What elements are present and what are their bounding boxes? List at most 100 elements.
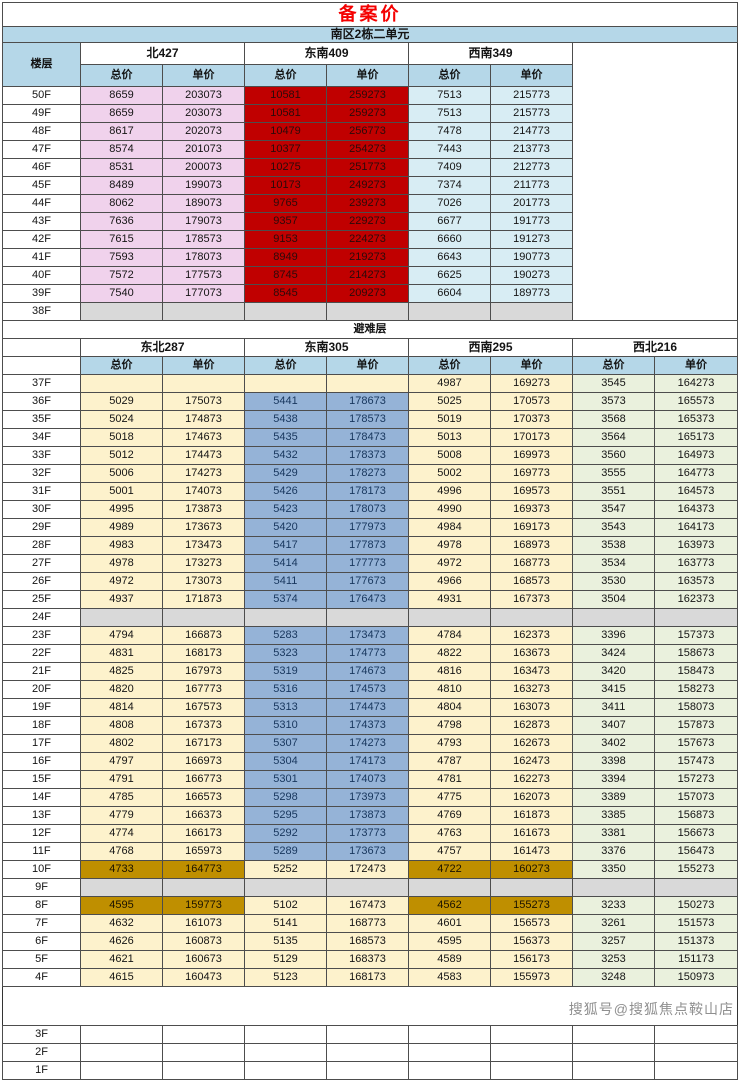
price-cell: 163473 [490,662,573,681]
price-type-header: 总价 [572,356,655,375]
table-row: 36F 5029 175073 5441 178673 5025 170573 3573 165… [2,392,739,411]
price-cell: 4562 [408,896,491,915]
table-row: 9F [2,878,739,897]
price-cell: 4793 [408,734,491,753]
price-cell: 177673 [326,572,409,591]
price-cell [572,1043,655,1062]
refuge-floor-row: 避难层 [1,320,739,339]
floor-label: 47F [2,140,81,159]
price-cell [490,878,573,897]
price-cell: 166873 [162,626,245,645]
price-cell: 174473 [162,446,245,465]
price-cell: 162673 [490,734,573,753]
floor-label [2,338,81,357]
price-cell: 5018 [80,428,163,447]
price-cell: 178073 [162,248,245,267]
price-cell: 5310 [244,716,327,735]
price-cell: 6660 [408,230,491,249]
price-cell: 5374 [244,590,327,609]
price-cell: 173873 [162,500,245,519]
price-cell: 10581 [244,104,327,123]
floor-label: 25F [2,590,81,609]
price-cell [162,1061,245,1080]
price-cell: 173673 [326,842,409,861]
price-cell: 5323 [244,644,327,663]
floor-label: 36F [2,392,81,411]
price-cell [654,986,738,1026]
price-cell: 3573 [572,392,655,411]
price-cell: 3568 [572,410,655,429]
price-cell [408,986,491,1026]
price-cell: 7374 [408,176,491,195]
floor-label: 45F [2,176,81,195]
price-cell: 3547 [572,500,655,519]
blank-area [572,248,738,267]
floor-label: 18F [2,716,81,735]
price-cell: 5423 [244,500,327,519]
price-cell: 164273 [653,374,739,393]
price-cell: 168173 [326,968,409,987]
floor-label: 14F [2,788,81,807]
price-cell: 177773 [326,554,409,573]
price-cell: 168973 [490,536,573,555]
blank-area [572,212,738,231]
price-cell: 162273 [490,770,573,789]
price-cell: 10479 [244,122,327,141]
price-cell: 151173 [653,950,739,969]
price-cell: 6643 [408,248,491,267]
price-cell: 4987 [408,374,491,393]
price-cell: 156473 [653,842,739,861]
price-cell: 3424 [572,644,655,663]
price-cell: 5001 [80,482,163,501]
price-cell: 173273 [162,554,245,573]
price-cell: 7026 [408,194,491,213]
price-cell: 4779 [80,806,163,825]
floor-label: 29F [2,518,81,537]
floor-label: 9F [2,878,81,897]
price-cell: 5008 [408,446,491,465]
price-cell: 161473 [490,842,573,861]
price-cell: 173473 [162,536,245,555]
price-type-header: 总价 [244,356,327,375]
table-row: 总价 单价 总价 单价 总价 单价 总价 单价 [2,356,739,375]
price-cell: 3564 [572,428,655,447]
blank-area [572,122,738,141]
price-cell: 3420 [572,662,655,681]
price-cell: 162073 [490,788,573,807]
price-cell: 162373 [653,590,739,609]
price-cell: 6604 [408,284,491,303]
price-cell: 4831 [80,644,163,663]
price-cell: 215773 [490,86,573,105]
table-row: 40F 7572 177573 8745 214273 6625 190273 [2,266,738,285]
price-cell: 5432 [244,446,327,465]
floor-column-header: 楼层 [2,42,81,87]
floor-label: 40F [2,266,81,285]
price-cell: 167573 [162,698,245,717]
price-cell: 166773 [162,770,245,789]
blank-area [572,266,738,285]
price-cell [244,986,327,1026]
price-cell: 150973 [653,968,739,987]
floor-label: 7F [2,914,81,933]
price-cell: 3396 [572,626,655,645]
price-cell: 162473 [490,752,573,771]
table-row: 东北287 东南305 西南295 西北216 [2,338,739,357]
table-row: 19F 4814 167573 5313 174473 4804 163073 3411 158… [2,698,739,717]
price-cell: 161673 [490,824,573,843]
price-cell [162,1043,245,1062]
price-cell: 4978 [408,536,491,555]
price-cell [244,1043,327,1062]
price-cell: 3233 [572,896,655,915]
price-cell: 163073 [490,698,573,717]
price-cell: 5024 [80,410,163,429]
price-cell: 5141 [244,914,327,933]
price-cell: 173473 [326,626,409,645]
floor-label: 41F [2,248,81,267]
price-cell: 165573 [653,392,739,411]
price-cell: 3538 [572,536,655,555]
price-cell: 156573 [490,914,573,933]
floor-label: 23F [2,626,81,645]
price-cell [408,608,491,627]
price-cell: 168573 [490,572,573,591]
